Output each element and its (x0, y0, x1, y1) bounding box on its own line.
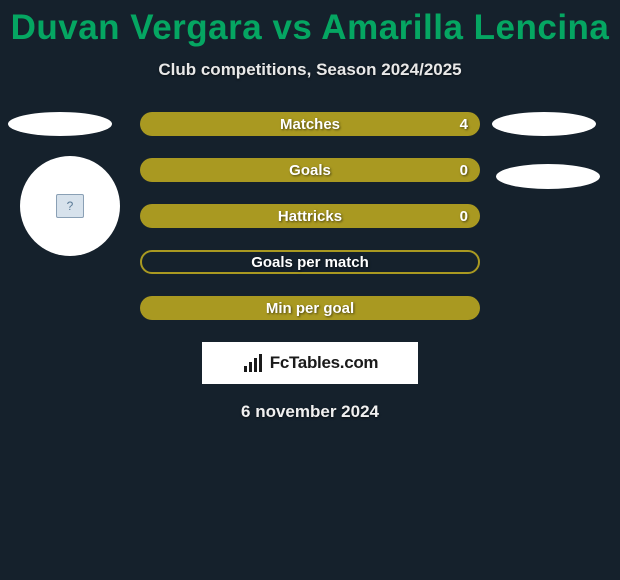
stat-bar-goals: Goals 0 (140, 158, 480, 182)
stat-value: 4 (460, 116, 468, 133)
stat-label: Hattricks (140, 208, 480, 225)
stat-value: 0 (460, 208, 468, 225)
date-text: 6 november 2024 (0, 402, 620, 422)
stat-label: Goals per match (142, 254, 478, 271)
stat-bars: Matches 4 Goals 0 Hattricks 0 Goals per … (140, 112, 480, 320)
stat-bar-goals-per-match: Goals per match (140, 250, 480, 274)
stat-bar-hattricks: Hattricks 0 (140, 204, 480, 228)
stat-value: 0 (460, 162, 468, 179)
avatar-circle: ? (20, 156, 120, 256)
avatar-placeholder-icon: ? (56, 194, 84, 218)
avatar-oval-right-1 (492, 112, 596, 136)
stat-label: Matches (140, 116, 480, 133)
stat-bar-matches: Matches 4 (140, 112, 480, 136)
comparison-content: ? Matches 4 Goals 0 Hattricks 0 Goals pe… (0, 112, 620, 422)
page-title: Duvan Vergara vs Amarilla Lencina (0, 0, 620, 48)
subtitle: Club competitions, Season 2024/2025 (0, 60, 620, 80)
avatar-oval-right-2 (496, 164, 600, 189)
stat-bar-min-per-goal: Min per goal (140, 296, 480, 320)
brand-badge: FcTables.com (202, 342, 418, 384)
bar-chart-icon (242, 354, 264, 372)
stat-label: Min per goal (140, 300, 480, 317)
avatar-oval-left (8, 112, 112, 136)
stat-label: Goals (140, 162, 480, 179)
brand-text: FcTables.com (270, 353, 379, 373)
